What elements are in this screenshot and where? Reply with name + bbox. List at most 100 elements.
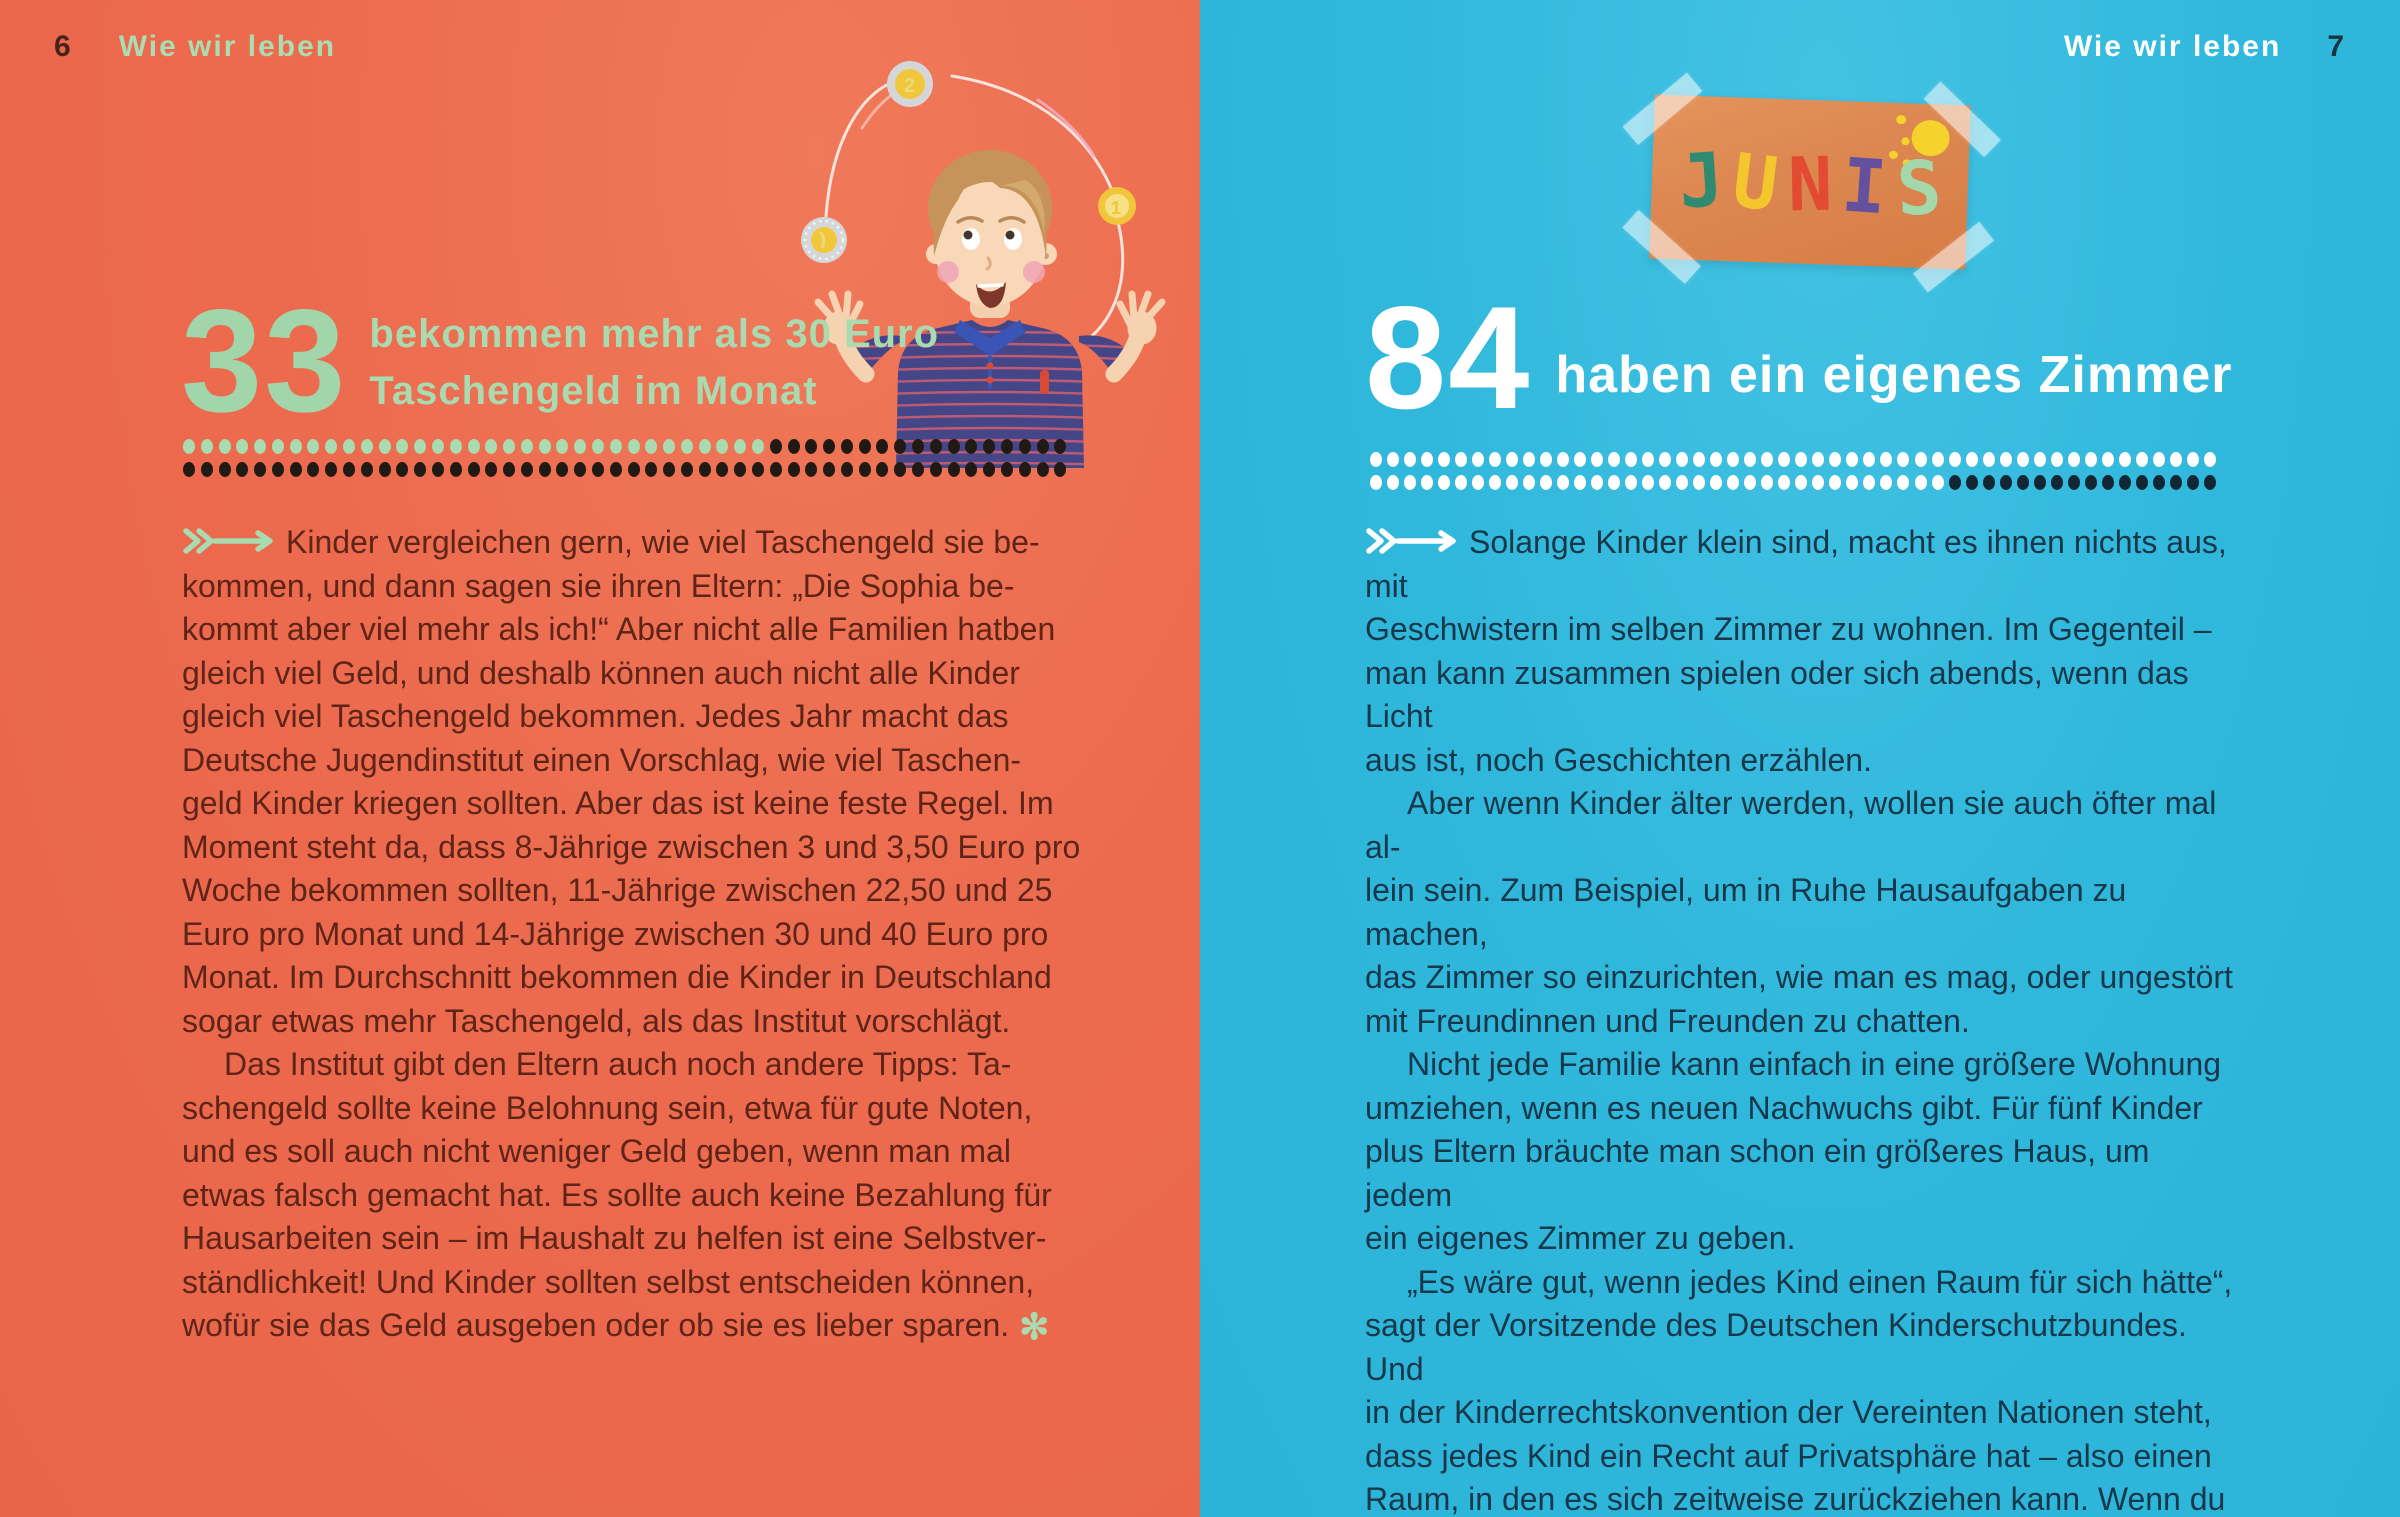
dot	[254, 462, 267, 477]
dot	[1608, 475, 1621, 490]
dot	[965, 462, 978, 477]
dot	[200, 462, 213, 477]
dot	[1472, 452, 1485, 467]
coin-1-euro-icon: 1	[1098, 187, 1136, 225]
dot	[396, 439, 409, 454]
juggle-arc-pink	[1036, 98, 1096, 158]
dot	[520, 439, 533, 454]
dot	[1761, 452, 1774, 467]
poster-letter: J	[1675, 136, 1727, 226]
dot	[1404, 452, 1417, 467]
paragraph: „Es wäre gut, wenn jedes Kind einen Raum…	[1365, 1261, 2237, 1517]
dot	[2135, 475, 2148, 490]
arrow-start-icon	[182, 522, 274, 554]
dot	[1455, 475, 1468, 490]
dot	[1054, 439, 1067, 454]
dot	[1591, 452, 1604, 467]
paragraph: Nicht jede Familie kann einfach in eine …	[1365, 1043, 2237, 1261]
dot	[2152, 452, 2165, 467]
eyebrow-right	[998, 216, 1026, 224]
juggle-arc-left	[824, 78, 900, 218]
dot	[1846, 475, 1859, 490]
dot	[1557, 475, 1570, 490]
dot	[894, 462, 907, 477]
dot	[591, 462, 604, 477]
dot	[1489, 452, 1502, 467]
dot	[663, 462, 676, 477]
eye-right	[1004, 228, 1022, 250]
dot	[680, 462, 693, 477]
dot	[1693, 475, 1706, 490]
pupil-left	[963, 230, 973, 240]
dot	[183, 462, 195, 477]
dot	[1625, 475, 1638, 490]
dot	[325, 439, 338, 454]
dot	[929, 439, 942, 454]
right-stat-block: 84 haben ein eigenes Zimmer	[1365, 285, 2233, 431]
dot	[307, 462, 320, 477]
dot	[1659, 452, 1672, 467]
dot	[1523, 475, 1536, 490]
svg-text:2: 2	[904, 75, 915, 97]
dot	[2033, 452, 2046, 467]
dot	[2067, 475, 2080, 490]
dot	[1931, 452, 1944, 467]
dot	[823, 439, 836, 454]
dot	[449, 462, 462, 477]
dot	[2084, 475, 2097, 490]
dot	[2084, 452, 2097, 467]
dot	[698, 439, 711, 454]
dot	[503, 439, 516, 454]
dot	[378, 462, 391, 477]
dot	[1812, 452, 1825, 467]
dot	[698, 462, 711, 477]
dot	[983, 462, 996, 477]
dot	[1829, 452, 1842, 467]
dot	[2050, 475, 2063, 490]
poster-letter: U	[1728, 137, 1783, 229]
dot	[1744, 452, 1757, 467]
dot	[2016, 452, 2029, 467]
dot	[858, 462, 871, 477]
blush-right	[1023, 261, 1045, 283]
dot	[2203, 452, 2216, 467]
right-dot-infographic	[1370, 452, 2216, 498]
dot	[1693, 452, 1706, 467]
dot	[627, 462, 640, 477]
dot	[431, 439, 444, 454]
juggle-arc-left-pink	[860, 90, 898, 130]
dot	[1370, 475, 1382, 490]
left-running-head: 6 Wie wir leben	[54, 30, 336, 64]
dot	[1778, 475, 1791, 490]
right-running-head: Wie wir leben 7	[2064, 30, 2346, 64]
paragraph-text: „Es wäre gut, wenn jedes Kind einen Raum…	[1365, 1263, 2233, 1517]
dot-row	[1370, 475, 2216, 490]
dot	[769, 462, 782, 477]
dot	[1948, 452, 1961, 467]
dot	[1421, 452, 1434, 467]
dot	[1914, 452, 1927, 467]
dot	[1982, 475, 1995, 490]
dot	[236, 462, 249, 477]
paragraph-text: Nicht jede Familie kann einfach in eine …	[1365, 1046, 2222, 1256]
dot	[503, 462, 516, 477]
dot	[1455, 452, 1468, 467]
dot	[1965, 452, 1978, 467]
dot	[1370, 452, 1382, 467]
dot	[1642, 475, 1655, 490]
dot	[876, 462, 889, 477]
dot	[1710, 475, 1723, 490]
dot	[947, 462, 960, 477]
paragraph: Kinder vergleichen gern, wie viel Tasche…	[182, 521, 1096, 1043]
dot	[1795, 475, 1808, 490]
dot	[556, 439, 569, 454]
left-page-number: 6	[54, 30, 73, 63]
dot	[1523, 452, 1536, 467]
right-stat-caption: haben ein eigenes Zimmer	[1555, 346, 2233, 404]
dot	[2152, 475, 2165, 490]
poster-letter: I	[1839, 142, 1890, 232]
dot	[1710, 452, 1723, 467]
dot	[1438, 475, 1451, 490]
